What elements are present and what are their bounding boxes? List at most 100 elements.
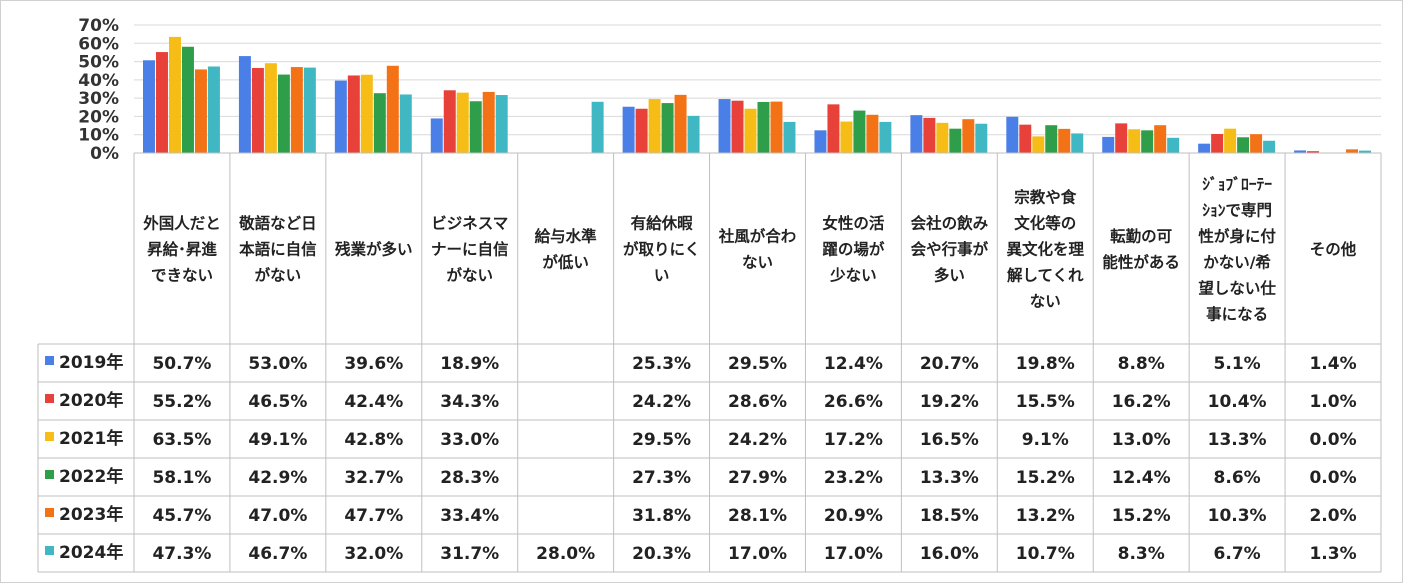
table-cell-value: 47.0% <box>248 506 307 526</box>
table-cell-value: 32.0% <box>344 544 403 564</box>
y-tick-label: 40% <box>78 71 119 91</box>
table-cell-value: 28.3% <box>440 468 499 488</box>
bar <box>1224 128 1237 153</box>
table-cell-value: 46.7% <box>248 544 307 564</box>
legend-swatch <box>45 356 54 365</box>
bar <box>143 60 155 153</box>
category-label: その他 <box>1310 240 1357 259</box>
bar <box>168 36 181 154</box>
table-cell-value: 15.2% <box>1016 468 1075 488</box>
table-cell-value: 0.0% <box>1309 430 1356 450</box>
bar <box>386 65 399 153</box>
bar <box>456 92 469 153</box>
bar <box>1102 136 1115 153</box>
bar <box>674 94 687 153</box>
bar <box>718 99 731 153</box>
table-cell-value: 31.8% <box>632 506 691 526</box>
table-cell-value: 27.9% <box>728 468 787 488</box>
bar <box>1045 125 1058 153</box>
bar <box>661 103 674 153</box>
category-label: 会社の飲み会や行事が多い <box>911 214 989 285</box>
category-label: 残業が多い <box>335 240 413 259</box>
legend-label: 2023年 <box>59 504 123 525</box>
legend-label: 2022年 <box>59 466 123 487</box>
table-cell-value: 8.8% <box>1118 354 1165 374</box>
table-cell-value: 13.3% <box>1208 430 1267 450</box>
bar <box>207 66 220 153</box>
bar <box>910 115 923 153</box>
table-cell-value: 17.0% <box>728 544 787 564</box>
bar <box>251 67 264 153</box>
bar <box>443 90 456 153</box>
table-cell-value: 28.6% <box>728 392 787 412</box>
bar <box>853 110 866 153</box>
table-cell-value: 12.4% <box>824 354 883 374</box>
legend-swatch <box>45 470 54 479</box>
bar <box>923 117 936 153</box>
bar <box>1058 128 1071 153</box>
table-cell-value: 27.3% <box>632 468 691 488</box>
legend-swatch <box>45 508 54 517</box>
table-cell-value: 1.0% <box>1309 392 1356 412</box>
bar <box>591 101 604 153</box>
table-cell-value: 50.7% <box>152 354 211 374</box>
table-cell-value: 16.5% <box>920 430 979 450</box>
bar <box>482 91 495 153</box>
y-tick-label: 20% <box>78 107 119 127</box>
table-cell-value: 19.8% <box>1016 354 1075 374</box>
bar <box>635 108 648 153</box>
table-cell-value: 53.0% <box>248 354 307 374</box>
bar <box>1167 137 1180 153</box>
category-label: ｼﾞｮﾌﾞﾛｰﾃｰｼｮﾝで専門性が身に付かない/希望しない仕事になる <box>1198 175 1276 324</box>
bar <box>334 80 347 153</box>
bar <box>757 101 770 153</box>
table-cell-value: 2.0% <box>1309 506 1356 526</box>
bar <box>1141 130 1154 153</box>
table-cell-value: 0.0% <box>1309 468 1356 488</box>
bar <box>622 106 635 153</box>
bar <box>731 100 744 153</box>
bar <box>347 75 360 153</box>
y-tick-label: 0% <box>90 144 119 164</box>
table-cell-value: 16.0% <box>920 544 979 564</box>
table-cell-value: 12.4% <box>1112 468 1171 488</box>
legend-swatch <box>45 432 54 441</box>
table-cell-value: 17.0% <box>824 544 883 564</box>
bar <box>1237 137 1250 153</box>
table-cell-value: 39.6% <box>344 354 403 374</box>
table-cell-value: 13.0% <box>1112 430 1171 450</box>
table-cell-value: 63.5% <box>152 430 211 450</box>
bar <box>949 128 962 153</box>
bar <box>879 121 892 153</box>
table-cell-value: 49.1% <box>248 430 307 450</box>
table-cell-value: 47.7% <box>344 506 403 526</box>
bar <box>1294 150 1307 153</box>
table-cell-value: 10.7% <box>1016 544 1075 564</box>
legend-label: 2020年 <box>59 390 123 411</box>
table-cell-value: 13.2% <box>1016 506 1075 526</box>
bar <box>744 108 757 153</box>
table-cell-value: 32.7% <box>344 468 403 488</box>
bar <box>648 99 661 153</box>
category-label: 敬語など日本語に自信がない <box>238 214 317 285</box>
table-cell-value: 20.7% <box>920 354 979 374</box>
category-label: ビジネスマナーに自信がない <box>431 215 509 285</box>
table-cell-value: 17.2% <box>824 430 883 450</box>
y-tick-label: 70% <box>78 16 119 36</box>
table-cell-value: 1.3% <box>1309 544 1356 564</box>
bar <box>264 63 277 153</box>
table-cell-value: 25.3% <box>632 354 691 374</box>
table-cell-value: 42.8% <box>344 430 403 450</box>
legend-label: 2021年 <box>59 428 123 449</box>
table-cell-value: 23.2% <box>824 468 883 488</box>
table-cell-value: 16.2% <box>1112 392 1171 412</box>
bar <box>1263 140 1276 153</box>
bar <box>469 101 482 153</box>
table-cell-value: 33.4% <box>440 506 499 526</box>
bar <box>975 123 988 153</box>
bar <box>1211 133 1224 153</box>
table-cell-value: 10.3% <box>1208 506 1267 526</box>
table-cell-value: 18.5% <box>920 506 979 526</box>
table-cell-value: 28.1% <box>728 506 787 526</box>
